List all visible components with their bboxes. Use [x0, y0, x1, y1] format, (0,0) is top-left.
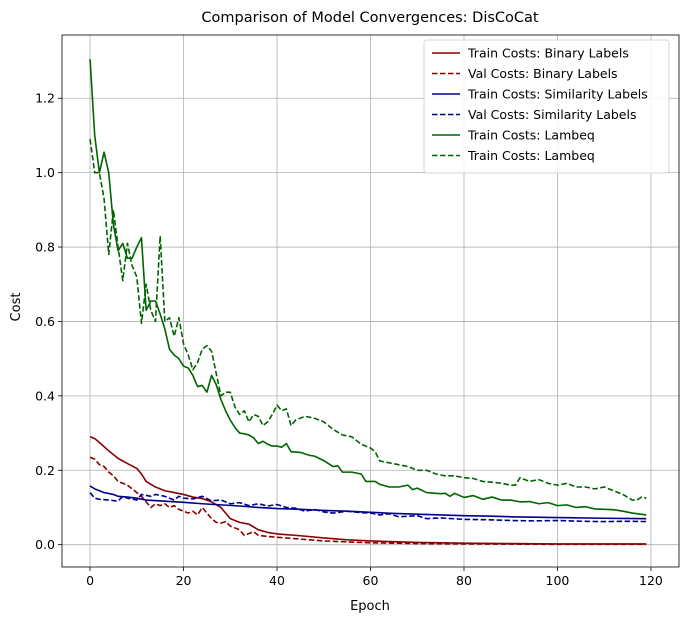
x-axis-label: Epoch	[350, 599, 390, 614]
y-tick-label: 0.2	[35, 463, 55, 478]
x-tick-label: 120	[639, 573, 663, 588]
grid-lines	[62, 35, 679, 567]
y-tick-label: 0.8	[35, 240, 55, 255]
series-line-0	[89, 436, 647, 545]
legend-label-3: Val Costs: Similarity Labels	[468, 107, 636, 122]
y-tick-label: 0.6	[35, 314, 55, 329]
legend: Train Costs: Binary Labels Val Costs: Bin…	[423, 39, 670, 174]
x-tick-label: 20	[176, 573, 192, 588]
x-tick-label: 0	[86, 573, 94, 588]
x-tick-label: 40	[269, 573, 285, 588]
legend-label-0: Train Costs: Binary Labels	[467, 46, 629, 61]
series-line-2	[89, 485, 647, 520]
legend-label-1: Val Costs: Binary Labels	[468, 66, 618, 81]
chart-title: Comparison of Model Convergences: DisCoC…	[201, 10, 539, 26]
legend-label-2: Train Costs: Similarity Labels	[467, 87, 648, 102]
x-tick-label: 60	[363, 573, 379, 588]
series-line-5	[89, 139, 647, 501]
series-layer	[89, 59, 647, 546]
legend-label-5: Train Costs: Lambeq	[467, 148, 595, 163]
series-line-3	[89, 492, 647, 523]
legend-box	[423, 39, 670, 174]
y-tick-label: 1.2	[35, 91, 55, 106]
y-tick-label: 0.0	[35, 537, 55, 552]
x-tick-label: 100	[546, 573, 570, 588]
x-tick-label: 80	[456, 573, 472, 588]
plot-frame	[61, 34, 680, 568]
y-axis-label: Cost	[9, 293, 24, 322]
legend-label-4: Train Costs: Lambeq	[467, 128, 595, 143]
series-line-1	[89, 456, 647, 546]
axes: 0 20 40 60 80 100 120 0.0 0.2 0.4 0.6 0.8 1.0 1.2	[35, 34, 680, 588]
y-tick-label: 1.0	[35, 165, 55, 180]
y-tick-label: 0.4	[35, 388, 55, 403]
